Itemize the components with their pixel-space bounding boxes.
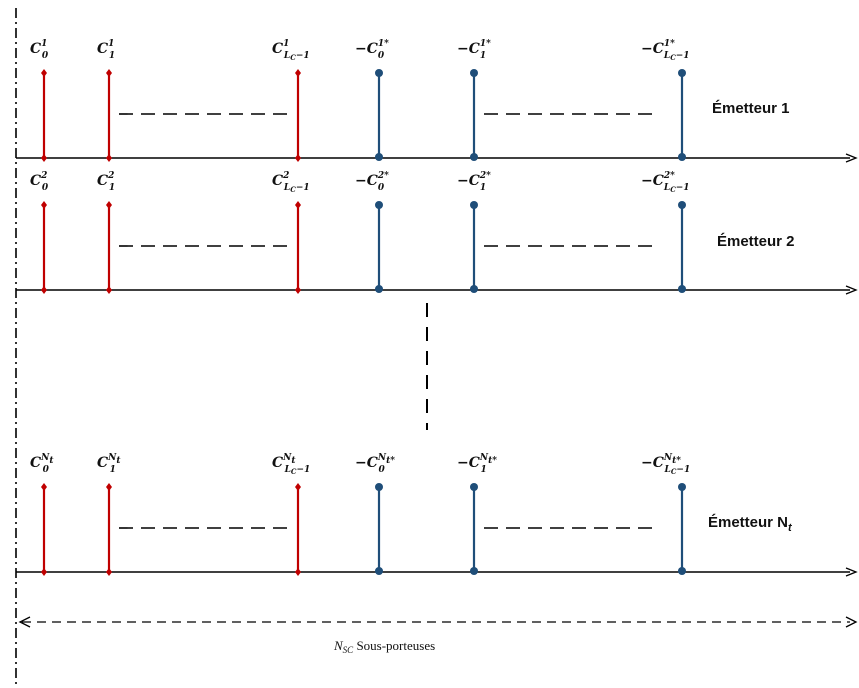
base-marker — [678, 285, 686, 293]
coefficient-label-c0: CNt 0 — [30, 453, 54, 475]
coefficient-label-c0: C2 0 — [30, 171, 49, 193]
coefficient-label-c1: C2 1 — [97, 171, 115, 193]
coefficient-label-cl: CNt LC−1 — [272, 453, 310, 476]
stem-marker — [678, 69, 686, 77]
emitter-row-3: CNt 0 CNt 1 CNt LC−1 −CNt* 0 −CNt* 1 −CNt* LC−1 Émet… — [16, 453, 858, 577]
base-marker — [470, 285, 478, 293]
base-marker — [375, 153, 383, 161]
emitter-label: Émetteur Nt — [708, 514, 793, 534]
base-marker — [295, 154, 301, 162]
stem-marker — [106, 483, 112, 491]
stem-marker — [41, 201, 47, 209]
stem-marker — [106, 201, 112, 209]
coefficient-label-c1: C1 1 — [97, 39, 115, 61]
coefficient-label-n0: −CNt* 0 — [355, 453, 395, 475]
coefficient-label-nl: −CNt* LC−1 — [641, 453, 690, 476]
stem-marker — [295, 201, 301, 209]
stem-marker — [375, 483, 383, 491]
base-marker — [678, 153, 686, 161]
emitter-row-2: C2 0 C2 1 C2 LC−1 −C2* 0 −C2* 1 −C2* LC−1 Émetteur 2 — [16, 171, 858, 295]
base-marker — [375, 567, 383, 575]
base-marker — [470, 153, 478, 161]
base-marker — [678, 567, 686, 575]
base-marker — [106, 286, 112, 294]
stem-marker — [295, 483, 301, 491]
stem-marker — [470, 201, 478, 209]
coefficient-label-cl: C2 LC−1 — [272, 171, 310, 194]
base-marker — [470, 567, 478, 575]
nsc-span-arrow — [18, 616, 858, 628]
coefficient-label-n0: −C1* 0 — [355, 39, 389, 61]
coefficient-label-nl: −C2* LC−1 — [641, 171, 690, 194]
coefficient-label-cl: C1 LC−1 — [272, 39, 310, 62]
stem-marker — [41, 69, 47, 77]
stem-marker — [678, 483, 686, 491]
coefficient-label-c0: C1 0 — [30, 39, 49, 61]
base-marker — [41, 154, 47, 162]
base-marker — [295, 568, 301, 576]
coefficient-label-n1: −CNt* 1 — [457, 453, 497, 475]
base-marker — [295, 286, 301, 294]
axis-arrowhead — [845, 285, 858, 295]
stem-marker — [470, 483, 478, 491]
axis-arrowhead — [845, 567, 858, 577]
emitter-row-1: C1 0 C1 1 C1 LC−1 −C1* 0 −C1* 1 −C1* LC−1 Émetteur 1 — [16, 39, 858, 163]
emitter-label: Émetteur 1 — [712, 100, 790, 117]
base-marker — [41, 286, 47, 294]
base-marker — [106, 154, 112, 162]
axis-arrowhead — [845, 153, 858, 163]
stem-marker — [678, 201, 686, 209]
base-marker — [375, 285, 383, 293]
emitter-label: Émetteur 2 — [717, 233, 795, 250]
coefficient-label-c1: CNt 1 — [97, 453, 121, 475]
stem-marker — [375, 201, 383, 209]
base-marker — [106, 568, 112, 576]
stem-marker — [375, 69, 383, 77]
coefficient-label-n1: −C2* 1 — [457, 171, 491, 193]
nsc-caption: NSC Sous-porteuses — [333, 638, 435, 655]
stem-marker — [106, 69, 112, 77]
stem-marker — [295, 69, 301, 77]
coefficient-label-n0: −C2* 0 — [355, 171, 389, 193]
stem-marker — [41, 483, 47, 491]
coefficient-label-nl: −C1* LC−1 — [641, 39, 690, 62]
base-marker — [41, 568, 47, 576]
coefficient-label-n1: −C1* 1 — [457, 39, 491, 61]
stem-marker — [470, 69, 478, 77]
